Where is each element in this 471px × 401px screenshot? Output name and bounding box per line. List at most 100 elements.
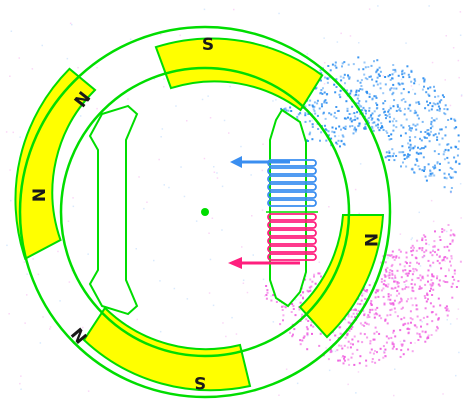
field-particle <box>407 142 410 145</box>
field-particle <box>67 220 70 222</box>
field-particle <box>349 92 352 95</box>
field-particle <box>444 113 447 116</box>
field-particle <box>328 206 330 208</box>
field-particle <box>409 145 412 148</box>
field-particle <box>347 116 349 119</box>
field-particle <box>446 108 449 111</box>
field-particle <box>444 126 447 129</box>
field-particle <box>346 107 349 110</box>
field-particle <box>87 253 89 255</box>
field-particle <box>416 262 418 264</box>
field-particle <box>333 83 336 86</box>
field-particle <box>304 112 307 115</box>
field-particle <box>242 279 245 281</box>
field-particle <box>363 324 366 327</box>
field-particle <box>57 250 59 253</box>
field-particle <box>377 295 380 298</box>
field-particle <box>424 107 427 110</box>
field-particle <box>389 302 392 305</box>
field-particle <box>427 259 430 262</box>
field-particle <box>418 262 420 265</box>
field-particle <box>386 114 389 117</box>
field-particle <box>402 154 405 157</box>
field-particle <box>443 112 446 115</box>
field-particle <box>306 53 309 55</box>
field-particle <box>158 158 160 161</box>
field-particle <box>319 69 322 72</box>
field-particle <box>293 328 296 331</box>
field-particle <box>418 103 421 105</box>
field-particle <box>317 128 320 130</box>
field-particle <box>390 254 393 257</box>
field-particle <box>361 324 364 326</box>
field-particle <box>400 276 403 279</box>
field-particle <box>400 134 402 137</box>
field-particle <box>434 230 436 233</box>
field-particle <box>392 91 395 94</box>
field-particle <box>453 272 456 275</box>
field-particle <box>407 348 410 351</box>
field-particle <box>339 96 342 99</box>
field-particle <box>369 308 372 311</box>
field-particle <box>272 321 275 323</box>
field-particle <box>26 273 28 275</box>
field-particle <box>393 117 396 120</box>
field-particle <box>433 245 436 248</box>
field-particle <box>411 286 414 289</box>
arrow-left-icon <box>230 156 290 168</box>
field-particle <box>419 274 422 277</box>
field-particle <box>417 101 420 104</box>
field-particle <box>71 269 73 272</box>
field-particle <box>335 127 337 130</box>
field-particle <box>367 314 370 317</box>
field-particle <box>405 286 408 289</box>
field-particle <box>358 303 361 306</box>
field-particle <box>299 294 302 297</box>
field-particle <box>342 76 345 79</box>
field-particle <box>411 304 414 307</box>
field-particle <box>432 305 435 308</box>
field-particle <box>427 334 430 337</box>
field-particle <box>443 176 446 179</box>
field-particle <box>308 133 311 136</box>
field-particle <box>430 120 433 123</box>
field-particle <box>385 270 388 273</box>
field-particle <box>453 170 456 173</box>
pole-label-left: N <box>30 188 50 202</box>
field-particle <box>403 158 406 160</box>
field-particle <box>429 102 432 105</box>
field-particle <box>404 260 407 263</box>
field-particle <box>409 261 412 264</box>
field-particle <box>396 289 399 292</box>
field-particle <box>347 321 350 324</box>
field-particle <box>417 339 420 341</box>
field-particle <box>407 332 410 335</box>
field-particle <box>368 316 371 318</box>
field-particle <box>320 275 322 278</box>
field-particle <box>441 228 444 230</box>
field-particle <box>306 334 309 337</box>
field-particle <box>333 115 336 118</box>
field-particle <box>306 333 309 336</box>
field-particle <box>380 278 383 281</box>
field-particle <box>322 112 325 115</box>
field-particle <box>290 110 293 112</box>
field-particle <box>437 297 440 300</box>
field-particle <box>402 82 405 85</box>
field-particle <box>420 147 423 150</box>
field-particle <box>386 285 389 288</box>
field-particle <box>438 284 441 287</box>
field-particle <box>363 314 366 317</box>
field-particle <box>441 94 444 97</box>
field-particle <box>439 239 442 241</box>
field-particle <box>363 292 365 295</box>
field-particle <box>365 118 368 121</box>
field-particle <box>296 382 299 385</box>
field-particle <box>357 94 360 97</box>
field-particle <box>459 11 462 13</box>
field-particle <box>436 136 439 139</box>
field-particle <box>357 56 360 59</box>
field-particle <box>20 375 22 377</box>
field-particle <box>335 78 338 81</box>
field-particle <box>436 277 438 280</box>
